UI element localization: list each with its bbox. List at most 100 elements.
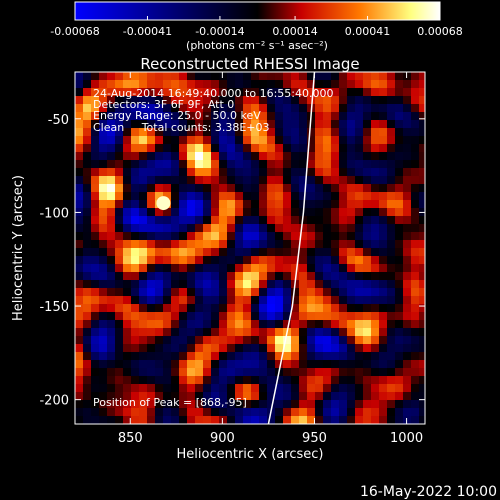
heatmap-cell xyxy=(211,168,219,176)
heatmap-cell xyxy=(91,248,99,256)
heatmap-cell xyxy=(331,104,339,112)
heatmap-cell xyxy=(259,392,267,400)
heatmap-cell xyxy=(115,280,123,288)
heatmap-cell xyxy=(403,136,411,144)
colorbar-tick-label: -0.00041 xyxy=(123,25,172,38)
heatmap-cell xyxy=(243,320,251,328)
heatmap-cell xyxy=(203,120,211,128)
heatmap-cell xyxy=(307,376,315,384)
heatmap-cell xyxy=(323,248,331,256)
heatmap-cell xyxy=(283,296,291,304)
heatmap-cell xyxy=(403,112,411,120)
heatmap-cell xyxy=(259,368,267,376)
heatmap-cell xyxy=(147,224,155,232)
heatmap-cell xyxy=(411,200,419,208)
heatmap-cell xyxy=(155,224,163,232)
heatmap-cell xyxy=(83,408,91,416)
heatmap-cell xyxy=(163,360,171,368)
heatmap-cell xyxy=(323,296,331,304)
heatmap-cell xyxy=(219,184,227,192)
heatmap-cell xyxy=(115,224,123,232)
heatmap-cell xyxy=(251,336,259,344)
heatmap-cell xyxy=(363,184,371,192)
heatmap-cell xyxy=(283,256,291,264)
heatmap-cell xyxy=(403,288,411,296)
heatmap-cell xyxy=(355,344,363,352)
heatmap-cell xyxy=(75,328,83,336)
heatmap-cell xyxy=(187,304,195,312)
heatmap-cell xyxy=(339,88,347,96)
heatmap-cell xyxy=(403,96,411,104)
heatmap-cell xyxy=(195,232,203,240)
heatmap-cell xyxy=(99,288,107,296)
heatmap-cell xyxy=(123,224,131,232)
heatmap-cell xyxy=(163,112,171,120)
heatmap-cell xyxy=(115,288,123,296)
heatmap-cell xyxy=(403,104,411,112)
heatmap-cell xyxy=(131,344,139,352)
heatmap-cell xyxy=(347,232,355,240)
heatmap-cell xyxy=(227,416,235,424)
heatmap-cell xyxy=(307,176,315,184)
heatmap-cell xyxy=(355,272,363,280)
heatmap-cell xyxy=(275,400,283,408)
heatmap-cell xyxy=(147,184,155,192)
heatmap-cell xyxy=(411,104,419,112)
heatmap-cell xyxy=(291,80,299,88)
heatmap-cell xyxy=(331,296,339,304)
heatmap-cell xyxy=(123,208,131,216)
heatmap-cell xyxy=(187,392,195,400)
heatmap-cell xyxy=(307,296,315,304)
heatmap-cell xyxy=(75,240,83,248)
heatmap-cell xyxy=(219,200,227,208)
plot-frame xyxy=(74,71,426,425)
heatmap-cell xyxy=(379,336,387,344)
heatmap-cell xyxy=(187,384,195,392)
heatmap-cell xyxy=(235,224,243,232)
heatmap-cell xyxy=(411,360,419,368)
heatmap-cell xyxy=(235,240,243,248)
heatmap-cell xyxy=(363,72,371,80)
heatmap-cell xyxy=(315,344,323,352)
heatmap-cell xyxy=(411,408,419,416)
heatmap-cell xyxy=(155,392,163,400)
heatmap-cell xyxy=(163,176,171,184)
heatmap-cell xyxy=(75,272,83,280)
heatmap-cell xyxy=(179,240,187,248)
heatmap-cell xyxy=(75,120,83,128)
heatmap-cell xyxy=(211,304,219,312)
heatmap-cell xyxy=(275,256,283,264)
heatmap-cell xyxy=(107,320,115,328)
heatmap-cell xyxy=(75,344,83,352)
heatmap-cell xyxy=(211,256,219,264)
heatmap-cell xyxy=(347,160,355,168)
heatmap-cell xyxy=(243,200,251,208)
heatmap-cell xyxy=(275,128,283,136)
heatmap-cell xyxy=(251,168,259,176)
heatmap-cell xyxy=(267,112,275,120)
heatmap-cell xyxy=(227,312,235,320)
heatmap-cell xyxy=(227,96,235,104)
heatmap-cell xyxy=(291,336,299,344)
heatmap-cell xyxy=(315,112,323,120)
heatmap-cell xyxy=(131,224,139,232)
heatmap-cell xyxy=(203,376,211,384)
heatmap-cell xyxy=(275,248,283,256)
heatmap-cell xyxy=(411,80,419,88)
heatmap-cell xyxy=(315,264,323,272)
heatmap-cell xyxy=(147,120,155,128)
heatmap-cell xyxy=(403,208,411,216)
heatmap-cell xyxy=(187,208,195,216)
heatmap-cell xyxy=(323,144,331,152)
heatmap-cell xyxy=(299,400,307,408)
heatmap-cell xyxy=(307,240,315,248)
heatmap-cell xyxy=(403,248,411,256)
heatmap-cell xyxy=(259,176,267,184)
heatmap-cell xyxy=(235,208,243,216)
heatmap-cell xyxy=(379,304,387,312)
heatmap-cell xyxy=(419,80,425,88)
heatmap-cell xyxy=(299,392,307,400)
heatmap-cell xyxy=(163,416,171,424)
heatmap-cell xyxy=(179,96,187,104)
